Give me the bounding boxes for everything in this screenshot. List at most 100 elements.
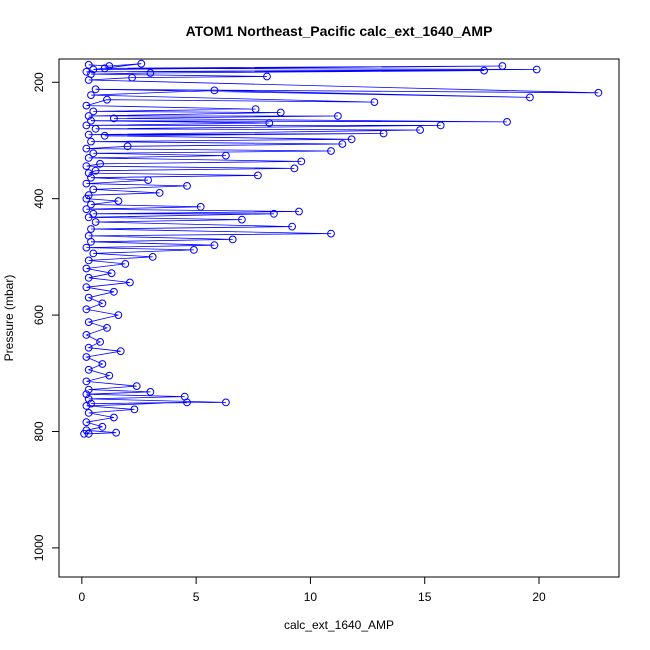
x-axis-label: calc_ext_1640_AMP: [284, 618, 394, 632]
data-point: [290, 164, 299, 173]
data-point: [82, 390, 91, 399]
data-point: [251, 105, 260, 113]
data-point: [84, 256, 93, 265]
data-point: [87, 137, 95, 146]
plot-area: [80, 59, 603, 438]
data-point: [87, 237, 95, 246]
data-point: [100, 64, 109, 73]
data-point: [190, 246, 198, 254]
x-tick-label: 15: [418, 590, 432, 604]
data-point: [130, 405, 139, 414]
data-point: [84, 76, 93, 84]
data-point: [82, 121, 91, 130]
x-tick-label: 20: [532, 590, 546, 604]
data-point: [82, 144, 91, 153]
data-point: [87, 91, 95, 99]
data-point: [210, 241, 219, 250]
data-point: [105, 62, 114, 70]
data-point: [87, 399, 95, 408]
data-point: [123, 142, 132, 151]
data-point: [89, 107, 98, 116]
data-point: [84, 112, 93, 120]
data-point: [89, 65, 98, 74]
data-point: [526, 93, 534, 102]
data-point: [327, 229, 335, 238]
data-point: [112, 428, 120, 437]
data-point: [82, 67, 91, 76]
data-point: [91, 85, 100, 94]
plot-frame: [58, 58, 620, 578]
data-point: [82, 243, 91, 252]
data-point: [498, 62, 507, 70]
data-point: [84, 169, 93, 178]
data-point: [84, 409, 93, 417]
data-point: [125, 278, 134, 287]
data-point: [82, 353, 91, 361]
data-point: [100, 131, 109, 140]
data-point: [84, 130, 93, 139]
data-point: [82, 377, 91, 386]
data-point: [297, 157, 306, 166]
x-axis: 0 5 10 15 20: [79, 577, 546, 604]
data-point: [84, 385, 93, 394]
data-point: [183, 398, 191, 407]
y-tick-label: 600: [32, 305, 46, 325]
data-point: [84, 429, 93, 438]
data-point: [103, 324, 111, 332]
x-tick-label: 10: [304, 590, 318, 604]
x-tick-label: 5: [193, 590, 200, 604]
data-point: [82, 402, 91, 410]
data-point: [146, 69, 155, 77]
data-point: [263, 72, 271, 81]
data-point: [98, 422, 107, 431]
data-point: [265, 119, 274, 127]
y-axis: 200 400 600 800 1000: [32, 72, 59, 561]
data-point: [84, 318, 93, 327]
data-point: [148, 253, 157, 261]
data-point: [84, 60, 93, 69]
data-point: [114, 311, 123, 320]
data-point: [84, 154, 93, 162]
data-point: [84, 395, 93, 403]
data-point: [82, 205, 91, 214]
data-point: [87, 173, 95, 182]
data-point: [110, 413, 118, 422]
data-point: [228, 235, 237, 244]
y-tick-label: 400: [32, 188, 46, 208]
data-point: [238, 215, 246, 224]
data-point: [89, 185, 98, 194]
data-point: [89, 149, 98, 158]
data-point: [84, 213, 93, 222]
y-tick-label: 1000: [32, 534, 46, 561]
data-point: [128, 73, 137, 82]
data-point: [338, 140, 347, 148]
data-point: [84, 293, 93, 302]
y-tick-label: 800: [32, 421, 46, 441]
data-point: [105, 371, 114, 380]
data-point: [80, 429, 88, 438]
data-point: [91, 218, 100, 226]
data-point: [379, 129, 388, 138]
data-point: [121, 260, 130, 268]
data-point: [503, 118, 511, 126]
data-point: [210, 86, 219, 95]
data-point: [87, 200, 95, 209]
data-point: [82, 162, 91, 171]
data-point: [103, 95, 111, 104]
x-tick-label: 0: [79, 590, 86, 604]
data-point: [91, 124, 100, 133]
data-point: [480, 66, 489, 75]
data-point: [276, 108, 285, 117]
y-axis-label: Pressure (mbar): [2, 275, 16, 362]
data-point: [183, 182, 191, 190]
data-point: [370, 98, 379, 106]
data-point: [116, 347, 125, 356]
series-line: [84, 63, 599, 435]
data-point: [532, 65, 541, 74]
data-point: [146, 388, 155, 396]
data-point: [87, 116, 95, 125]
data-point: [82, 194, 91, 203]
data-point: [436, 121, 445, 130]
data-point: [84, 273, 93, 282]
